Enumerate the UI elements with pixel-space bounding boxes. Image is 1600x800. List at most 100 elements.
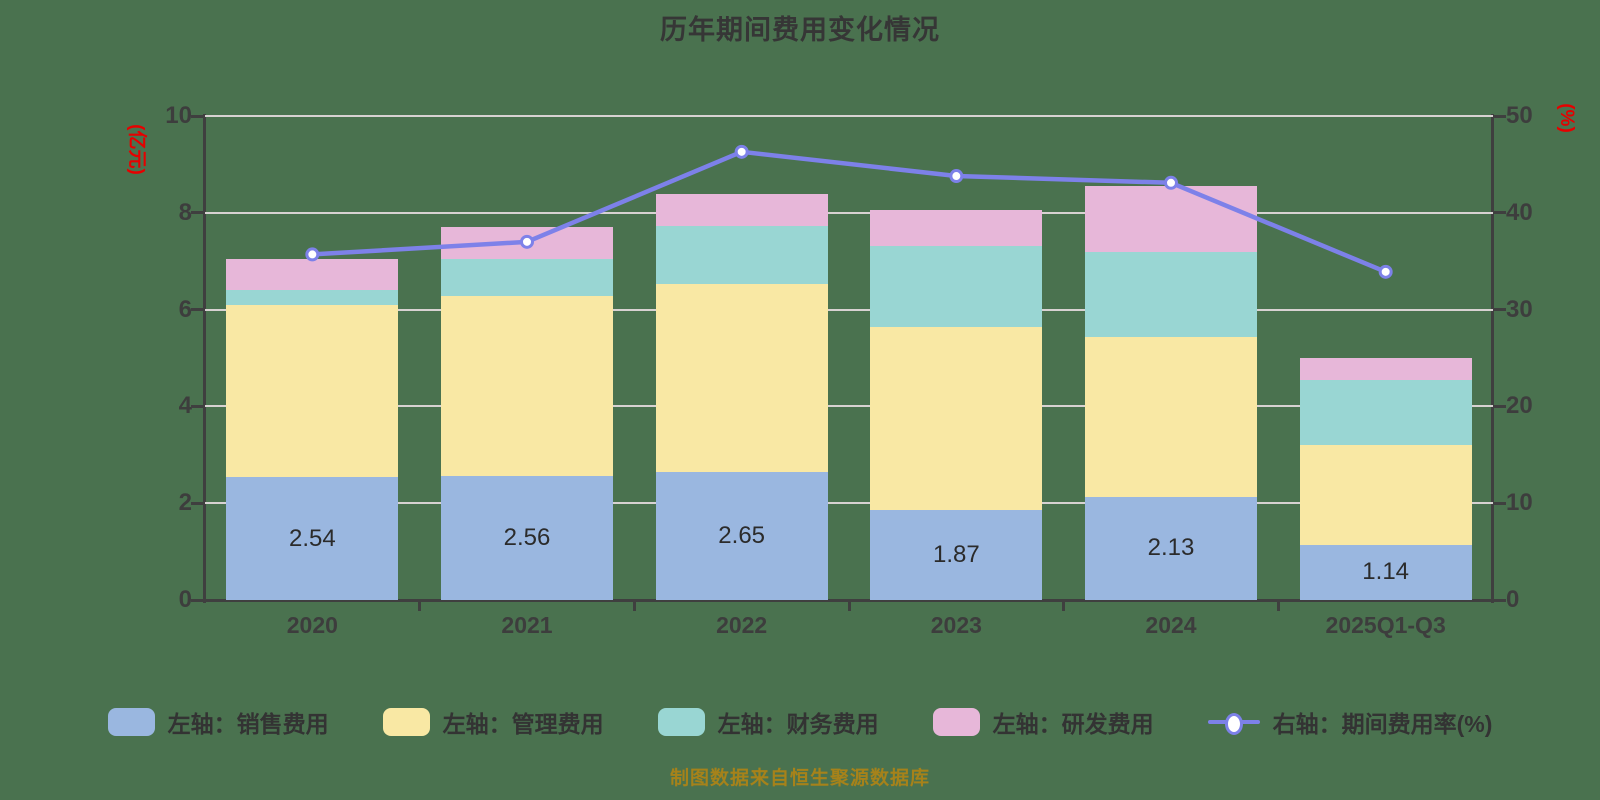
- bar-segment-admin-2024: [1085, 337, 1257, 497]
- bar-value-label-2023: 1.87: [932, 540, 980, 568]
- line-marker-2022: [734, 144, 749, 159]
- left-axis-tickmark-2: [191, 501, 203, 505]
- legend-label-sales: 左轴：销售费用: [167, 711, 329, 737]
- bar-segment-sales-2022: 2.65: [655, 471, 828, 600]
- gridline-2: [205, 502, 1493, 505]
- legend-item-finance[interactable]: 左轴：财务费用: [657, 705, 879, 739]
- bar-segment-finance-2024: [1085, 251, 1257, 338]
- right-axis-tick-30: 30: [1506, 295, 1533, 323]
- bar-segment-admin-2023: [870, 326, 1043, 510]
- bar-segment-rd-2020: [226, 258, 399, 291]
- left-axis-tickmark-10: [191, 114, 203, 118]
- bar-segment-rd-2021: [441, 226, 613, 260]
- legend-label-finance: 左轴：财务费用: [717, 711, 879, 737]
- x-axis-tickmark-3: [847, 602, 851, 611]
- left-axis-tickmark-8: [191, 211, 203, 215]
- bar-2025Q1-Q3: 1.14: [1299, 357, 1472, 600]
- bar-2023: 1.87: [870, 209, 1043, 600]
- x-axis-tickmark-5: [1276, 602, 1280, 611]
- right-axis-tick-0: 0: [1506, 586, 1520, 613]
- bar-value-label-2024: 2.13: [1147, 534, 1195, 562]
- legend-swatch-finance: [657, 708, 705, 736]
- left-axis-unit-label: (亿元): [125, 124, 147, 175]
- legend-item-rate[interactable]: 右轴：期间费用率(%): [1207, 705, 1493, 739]
- left-axis-tick-6: 6: [178, 295, 192, 323]
- bar-segment-sales-2020: 2.54: [226, 477, 399, 600]
- bar-2024: 2.13: [1085, 185, 1257, 600]
- bar-segment-sales-2025Q1-Q3: 1.14: [1299, 544, 1472, 600]
- bar-segment-finance-2023: [870, 245, 1043, 327]
- legend-item-rd[interactable]: 左轴：研发费用: [932, 705, 1154, 739]
- x-axis-tickmark-1: [418, 602, 422, 611]
- x-axis-tickmark-4: [1062, 602, 1066, 611]
- bar-segment-rd-2025Q1-Q3: [1299, 357, 1472, 381]
- bar-value-label-2020: 2.54: [288, 524, 336, 552]
- x-axis-label-2021: 2021: [501, 612, 553, 638]
- x-axis-label-2023: 2023: [930, 612, 982, 638]
- bar-segment-admin-2021: [441, 296, 613, 477]
- x-axis-label-2020: 2020: [286, 612, 338, 638]
- bar-segment-sales-2021: 2.56: [441, 476, 613, 600]
- legend-label-rd: 左轴：研发费用: [992, 711, 1154, 737]
- legend-swatch-sales: [107, 708, 155, 736]
- bar-value-label-2021: 2.56: [503, 524, 551, 552]
- left-axis-tick-0: 0: [178, 586, 192, 613]
- bar-segment-finance-2021: [441, 259, 613, 297]
- legend-label-rate: 右轴：期间费用率(%): [1272, 711, 1493, 737]
- right-axis-tick-20: 20: [1506, 392, 1533, 420]
- right-axis-tickmark-40: [1494, 211, 1506, 215]
- line-marker-2023: [949, 169, 964, 184]
- gridline-4: [205, 405, 1493, 408]
- legend-swatch-admin: [382, 708, 430, 736]
- x-axis-label-2025Q1-Q3: 2025Q1-Q3: [1325, 612, 1446, 638]
- left-y-axis-line: [203, 114, 206, 603]
- right-axis-tickmark-20: [1494, 404, 1506, 408]
- right-y-axis-line: [1491, 114, 1494, 603]
- chart-title: 历年期间费用变化情况: [660, 15, 940, 45]
- bar-segment-admin-2025Q1-Q3: [1299, 444, 1472, 545]
- left-axis-tickmark-0: [191, 598, 203, 602]
- bar-segment-rd-2023: [870, 209, 1043, 246]
- x-axis-line: [201, 599, 1496, 602]
- bar-segment-admin-2022: [655, 283, 828, 472]
- legend-item-sales[interactable]: 左轴：销售费用: [107, 705, 329, 739]
- legend-ring-rate: [1224, 713, 1243, 735]
- bar-segment-finance-2020: [226, 290, 399, 305]
- left-axis-tick-4: 4: [178, 392, 192, 420]
- right-axis-tickmark-30: [1494, 308, 1506, 312]
- legend-swatch-rd: [932, 708, 980, 736]
- bar-segment-sales-2024: 2.13: [1085, 496, 1257, 600]
- bar-2020: 2.54: [226, 258, 399, 600]
- left-axis-tick-8: 8: [178, 198, 192, 226]
- bar-segment-rd-2024: [1085, 185, 1257, 252]
- bar-value-label-2025Q1-Q3: 1.14: [1362, 558, 1410, 586]
- left-axis-tick-2: 2: [178, 489, 192, 517]
- right-axis-tickmark-0: [1494, 598, 1506, 602]
- bar-segment-finance-2025Q1-Q3: [1299, 380, 1472, 445]
- right-axis-tick-40: 40: [1506, 198, 1533, 226]
- line-marker-2025Q1-Q3: [1378, 264, 1393, 279]
- bar-2021: 2.56: [441, 226, 613, 600]
- plot-area: 2.54 2.56 2.65 1.87 2.13 1.14: [205, 115, 1493, 600]
- legend-line-marker-rate: [1207, 708, 1260, 736]
- right-axis-tick-50: 50: [1506, 102, 1533, 129]
- legend: 左轴：销售费用 左轴：管理费用 左轴：财务费用 左轴：研发费用 右轴：期间费用率(%): [0, 698, 1600, 746]
- right-axis-tick-10: 10: [1506, 489, 1533, 517]
- bar-2022: 2.65: [655, 193, 828, 600]
- bar-segment-finance-2022: [655, 226, 828, 284]
- right-axis-tickmark-50: [1494, 114, 1506, 118]
- gridline-6: [205, 308, 1493, 311]
- left-axis-tick-10: 10: [165, 102, 192, 129]
- x-axis-tickmark-2: [632, 602, 636, 611]
- bar-segment-sales-2023: 1.87: [870, 509, 1043, 600]
- legend-item-admin[interactable]: 左轴：管理费用: [382, 705, 604, 739]
- legend-label-admin: 左轴：管理费用: [442, 711, 604, 737]
- gridline-10: [205, 115, 1493, 117]
- data-source-note: 制图数据来自恒生聚源数据库: [669, 768, 930, 789]
- right-axis-tickmark-10: [1494, 501, 1506, 505]
- gridline-8: [205, 211, 1493, 214]
- x-axis-label-2024: 2024: [1145, 612, 1197, 638]
- bar-value-label-2022: 2.65: [718, 521, 766, 549]
- x-axis-label-2022: 2022: [716, 612, 768, 638]
